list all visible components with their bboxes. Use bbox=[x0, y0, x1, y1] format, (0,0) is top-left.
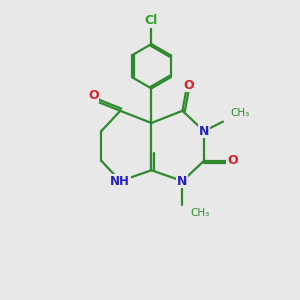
Text: O: O bbox=[184, 79, 194, 92]
Text: N: N bbox=[199, 124, 209, 138]
Text: Cl: Cl bbox=[145, 14, 158, 27]
Text: CH₃: CH₃ bbox=[190, 208, 209, 218]
Text: O: O bbox=[88, 89, 99, 103]
Text: O: O bbox=[227, 154, 238, 167]
Text: CH₃: CH₃ bbox=[230, 108, 250, 118]
Text: N: N bbox=[177, 175, 188, 188]
Text: NH: NH bbox=[110, 175, 130, 188]
